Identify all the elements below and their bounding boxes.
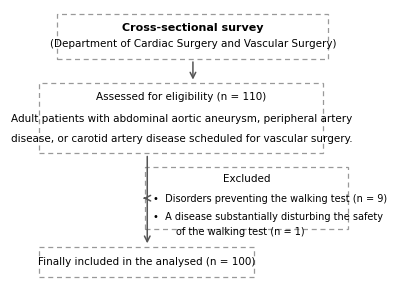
Bar: [57, 14, 328, 59]
Bar: [39, 247, 254, 277]
Text: Finally included in the analysed (n = 100): Finally included in the analysed (n = 10…: [38, 257, 255, 267]
Text: disease, or carotid artery disease scheduled for vascular surgery.: disease, or carotid artery disease sched…: [10, 134, 352, 144]
Text: Excluded: Excluded: [223, 174, 270, 184]
Bar: [145, 167, 348, 229]
Text: •  A disease substantially disturbing the safety: • A disease substantially disturbing the…: [153, 212, 383, 223]
Text: Adult patients with abdominal aortic aneurysm, peripheral artery: Adult patients with abdominal aortic ane…: [11, 114, 352, 124]
Text: of the walking test (n = 1): of the walking test (n = 1): [176, 227, 304, 237]
Text: (Department of Cardiac Surgery and Vascular Surgery): (Department of Cardiac Surgery and Vascu…: [50, 39, 336, 49]
Text: Assessed for eligibility (n = 110): Assessed for eligibility (n = 110): [96, 92, 267, 102]
Text: •  Disorders preventing the walking test (n = 9): • Disorders preventing the walking test …: [153, 194, 387, 204]
Bar: [39, 83, 324, 153]
Text: Cross-sectional survey: Cross-sectional survey: [122, 23, 264, 34]
